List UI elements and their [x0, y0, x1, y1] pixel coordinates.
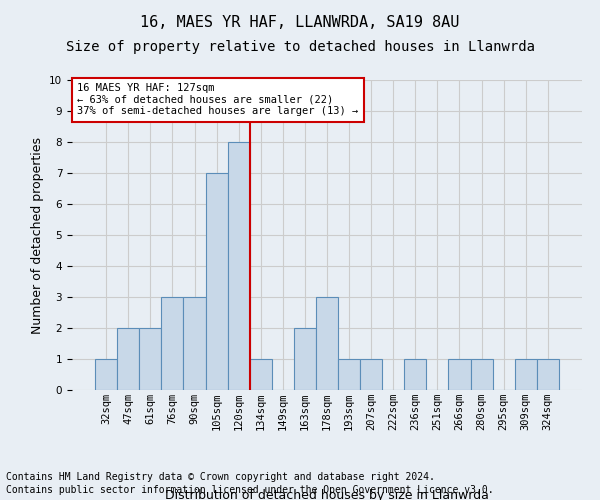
Bar: [448, 359, 470, 390]
Y-axis label: Number of detached properties: Number of detached properties: [31, 136, 44, 334]
Bar: [250, 359, 272, 390]
Text: 16 MAES YR HAF: 127sqm
← 63% of detached houses are smaller (22)
37% of semi-det: 16 MAES YR HAF: 127sqm ← 63% of detached…: [77, 83, 358, 116]
Bar: [470, 359, 493, 390]
Bar: [515, 359, 537, 390]
Bar: [294, 328, 316, 390]
X-axis label: Distribution of detached houses by size in Llanwrda: Distribution of detached houses by size …: [165, 488, 489, 500]
Bar: [206, 173, 227, 390]
Bar: [227, 142, 250, 390]
Bar: [537, 359, 559, 390]
Bar: [184, 297, 206, 390]
Bar: [161, 297, 184, 390]
Bar: [139, 328, 161, 390]
Bar: [95, 359, 117, 390]
Text: Size of property relative to detached houses in Llanwrda: Size of property relative to detached ho…: [65, 40, 535, 54]
Bar: [404, 359, 427, 390]
Text: Contains public sector information licensed under the Open Government Licence v3: Contains public sector information licen…: [6, 485, 494, 495]
Text: 16, MAES YR HAF, LLANWRDA, SA19 8AU: 16, MAES YR HAF, LLANWRDA, SA19 8AU: [140, 15, 460, 30]
Text: Contains HM Land Registry data © Crown copyright and database right 2024.: Contains HM Land Registry data © Crown c…: [6, 472, 435, 482]
Bar: [338, 359, 360, 390]
Bar: [360, 359, 382, 390]
Bar: [117, 328, 139, 390]
Bar: [316, 297, 338, 390]
